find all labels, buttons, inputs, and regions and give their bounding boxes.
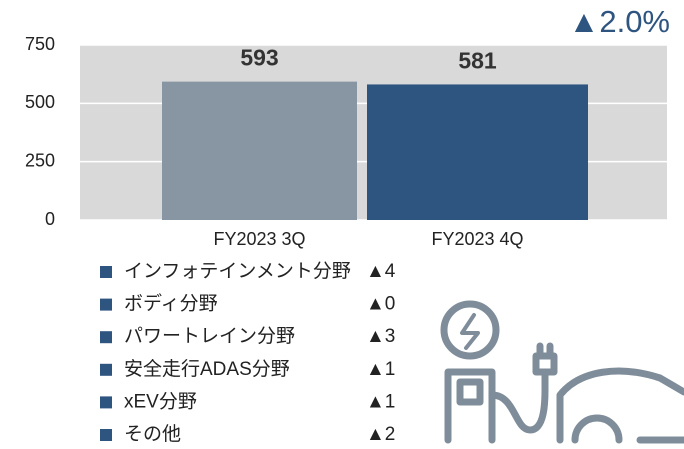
legend-square	[100, 364, 112, 376]
change-annotation: ▲2.0%	[569, 4, 670, 39]
breakdown-label: 安全走行ADAS分野	[124, 358, 290, 380]
breakdown-label: その他	[124, 423, 181, 445]
breakdown-change: ▲2	[366, 424, 395, 445]
breakdown-change: ▲4	[366, 261, 396, 282]
breakdown-label: パワートレイン分野	[124, 325, 295, 347]
legend-square	[100, 429, 112, 441]
bar	[162, 82, 357, 220]
x-tick-label: FY2023 4Q	[431, 229, 523, 249]
breakdown-change: ▲3	[366, 326, 395, 347]
breakdown-label: xEV分野	[124, 390, 197, 412]
y-tick-label: 750	[25, 34, 55, 54]
bar	[367, 84, 588, 220]
breakdown-change: ▲0	[366, 294, 395, 315]
chart: ▲2.0% 0 250 500 750 593 FY2023 3Q 581 FY2023 4Q…	[0, 0, 684, 449]
y-tick-label: 0	[45, 209, 55, 229]
breakdown-change: ▲1	[366, 391, 395, 412]
legend-square	[100, 331, 112, 343]
y-tick-label: 250	[25, 150, 55, 170]
breakdown-change: ▲1	[366, 359, 395, 380]
value-label: 593	[240, 45, 278, 71]
value-label: 581	[458, 48, 497, 74]
legend-square	[100, 396, 112, 408]
breakdown-label: ボディ分野	[124, 293, 218, 315]
ev-charger-icon	[444, 304, 684, 440]
y-tick-label: 500	[25, 92, 55, 112]
x-tick-label: FY2023 3Q	[213, 229, 305, 249]
legend-square	[100, 299, 112, 311]
legend-square	[100, 266, 112, 278]
breakdown-label: インフォテインメント分野	[124, 260, 351, 282]
page: {"chart_data": {"type": "bar", "annotati…	[0, 0, 684, 449]
